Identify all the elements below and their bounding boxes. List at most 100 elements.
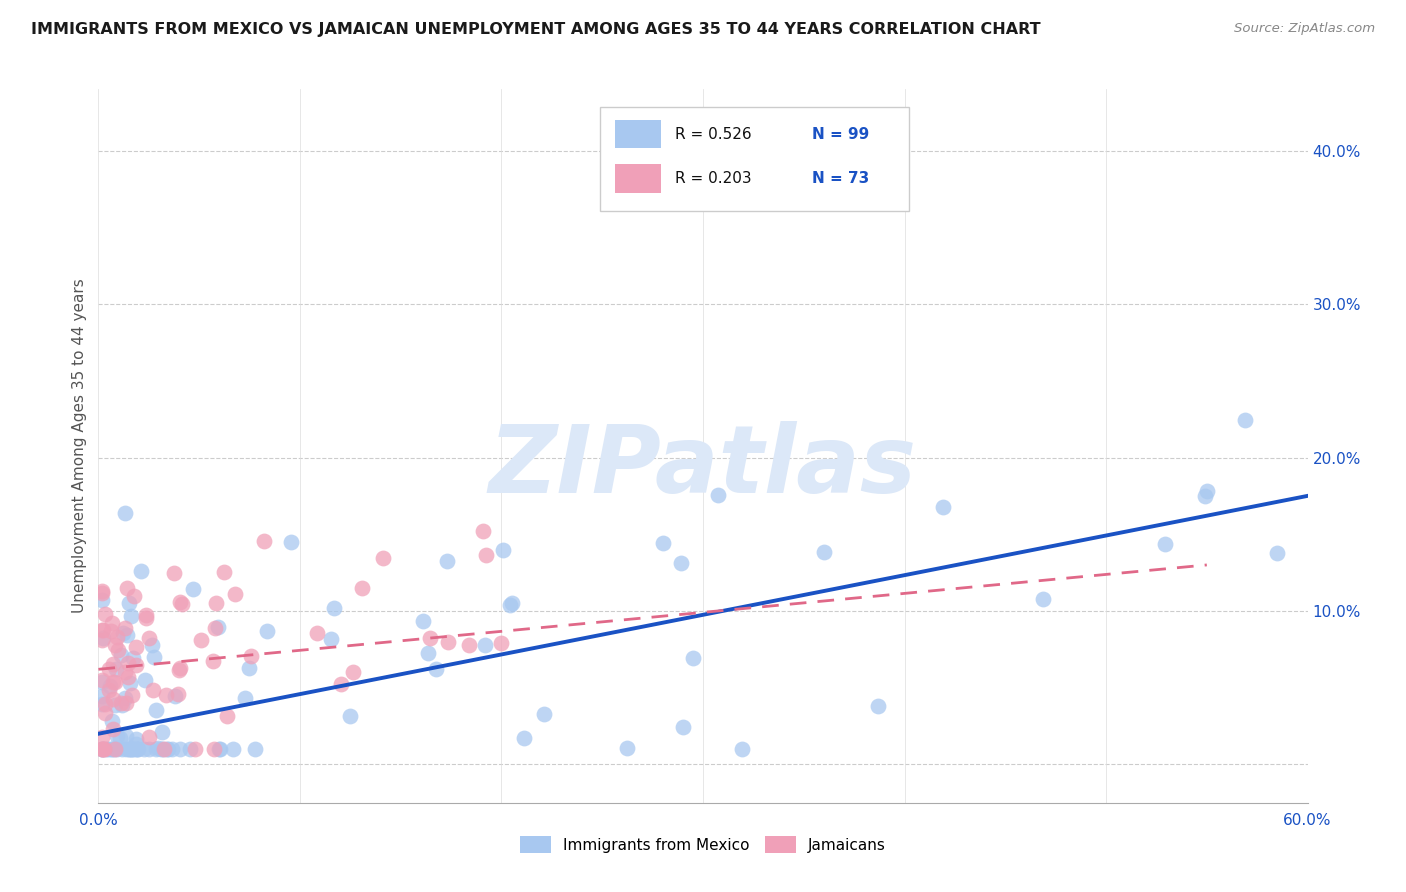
Point — [240, 649, 263, 664]
Point — [103, 742, 125, 756]
Point — [233, 690, 256, 705]
Point — [215, 709, 238, 723]
Point — [91, 631, 114, 645]
Point — [436, 554, 458, 568]
Y-axis label: Unemployment Among Ages 35 to 44 years: Unemployment Among Ages 35 to 44 years — [72, 278, 87, 614]
Point — [125, 742, 148, 756]
Point — [205, 596, 228, 610]
Point — [110, 697, 132, 711]
Point — [238, 661, 260, 675]
Point — [125, 732, 148, 747]
Point — [120, 608, 142, 623]
Point — [184, 742, 207, 756]
Point — [107, 643, 129, 657]
Point — [492, 543, 515, 558]
Point — [101, 675, 124, 690]
Point — [91, 593, 114, 607]
Point — [202, 654, 225, 668]
Point — [91, 673, 114, 688]
Point — [91, 624, 114, 638]
Point — [533, 707, 555, 722]
Point — [121, 688, 143, 702]
Point — [115, 742, 138, 756]
Text: R = 0.203: R = 0.203 — [675, 171, 752, 186]
Text: R = 0.526: R = 0.526 — [675, 127, 752, 142]
Text: IMMIGRANTS FROM MEXICO VS JAMAICAN UNEMPLOYMENT AMONG AGES 35 TO 44 YEARS CORREL: IMMIGRANTS FROM MEXICO VS JAMAICAN UNEMP… — [31, 22, 1040, 37]
Point — [153, 742, 176, 756]
Point — [145, 703, 167, 717]
Point — [1197, 483, 1219, 498]
Point — [129, 565, 152, 579]
Legend: Immigrants from Mexico, Jamaicans: Immigrants from Mexico, Jamaicans — [515, 830, 891, 859]
Point — [319, 632, 342, 646]
Point — [163, 566, 186, 580]
Point — [114, 691, 136, 706]
Point — [105, 742, 128, 756]
Point — [1194, 489, 1216, 503]
Point — [1032, 591, 1054, 606]
Point — [212, 566, 235, 580]
Point — [105, 630, 128, 644]
Point — [91, 742, 114, 756]
FancyBboxPatch shape — [600, 107, 908, 211]
Point — [155, 689, 177, 703]
Point — [117, 670, 139, 684]
Point — [122, 742, 145, 756]
Point — [103, 674, 125, 689]
Point — [256, 624, 278, 638]
Point — [489, 636, 512, 650]
Point — [813, 545, 835, 559]
Point — [115, 581, 138, 595]
Point — [474, 638, 496, 652]
Point — [101, 657, 124, 672]
Point — [122, 651, 145, 665]
FancyBboxPatch shape — [614, 164, 661, 193]
Point — [98, 680, 121, 694]
Point — [204, 621, 226, 635]
Point — [118, 742, 141, 756]
Point — [138, 631, 160, 645]
Point — [513, 731, 536, 745]
Point — [190, 632, 212, 647]
Point — [110, 731, 132, 746]
Point — [91, 742, 114, 756]
Point — [652, 536, 675, 550]
Point — [179, 742, 201, 756]
Point — [149, 742, 172, 756]
Point — [91, 742, 114, 756]
Point — [339, 708, 361, 723]
Point — [866, 698, 889, 713]
Point — [352, 581, 374, 595]
Point — [138, 730, 160, 744]
Point — [93, 742, 115, 756]
Point — [1233, 413, 1256, 427]
Point — [117, 656, 139, 670]
Point — [457, 638, 479, 652]
Point — [125, 657, 148, 672]
Point — [104, 698, 127, 712]
Point — [127, 742, 149, 756]
Point — [222, 742, 245, 756]
Point — [93, 742, 115, 756]
Point — [157, 742, 180, 756]
Point — [94, 697, 117, 711]
Point — [97, 662, 120, 676]
Point — [138, 742, 160, 756]
Point — [114, 665, 136, 680]
Point — [91, 585, 114, 599]
Point — [135, 607, 157, 622]
Point — [103, 722, 125, 736]
Point — [114, 506, 136, 520]
Point — [682, 650, 704, 665]
Point — [97, 742, 120, 756]
Point — [100, 624, 122, 638]
Point — [330, 677, 353, 691]
Point — [91, 690, 114, 704]
Point — [202, 742, 225, 756]
Point — [160, 742, 183, 756]
Point — [118, 742, 141, 756]
Point — [373, 550, 395, 565]
Point — [111, 626, 134, 640]
Point — [127, 742, 149, 756]
Point — [425, 662, 447, 676]
